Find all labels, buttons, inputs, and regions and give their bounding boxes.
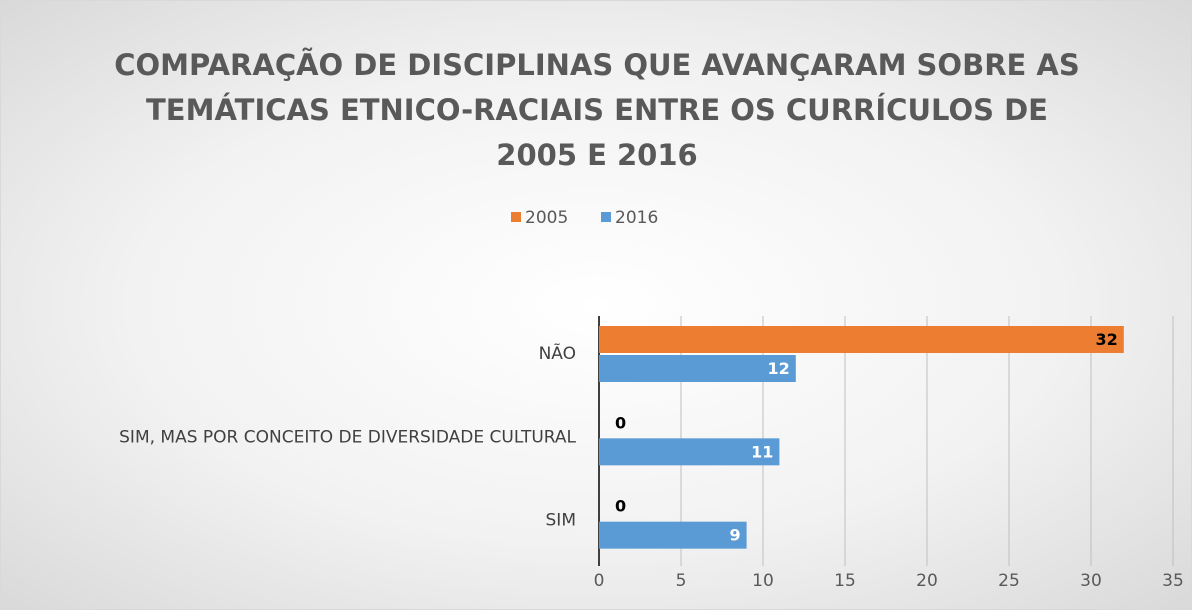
data-label: 12 [768,359,790,378]
legend-swatch [601,212,611,222]
data-label: 0 [615,413,626,432]
x-tick-label: 35 [1162,571,1184,591]
x-tick-label: 25 [998,571,1020,591]
category-label: SIM [546,511,576,531]
x-tick-label: 10 [752,571,774,591]
legend-label: 2005 [525,208,568,228]
x-tick-label: 20 [916,571,938,591]
x-tick-label: 15 [834,571,856,591]
bar [599,326,1124,353]
data-label: 9 [729,526,740,545]
data-label: 11 [751,442,773,461]
legend-swatch [511,212,521,222]
bar [599,355,796,382]
bar [599,438,780,466]
x-tick-label: 0 [594,571,605,591]
category-label: SIM, MAS POR CONCEITO DE DIVERSIDADE CUL… [119,427,576,447]
data-label: 32 [1096,330,1118,349]
chart-title: COMPARAÇÃO DE DISCIPLINAS QUE AVANÇARAM … [114,48,1080,172]
x-tick-label: 5 [676,571,687,591]
data-label: 0 [615,497,626,516]
category-label: NÃO [539,342,576,364]
bar [599,521,747,549]
x-tick-label: 30 [1080,571,1102,591]
legend-label: 2016 [615,208,658,228]
